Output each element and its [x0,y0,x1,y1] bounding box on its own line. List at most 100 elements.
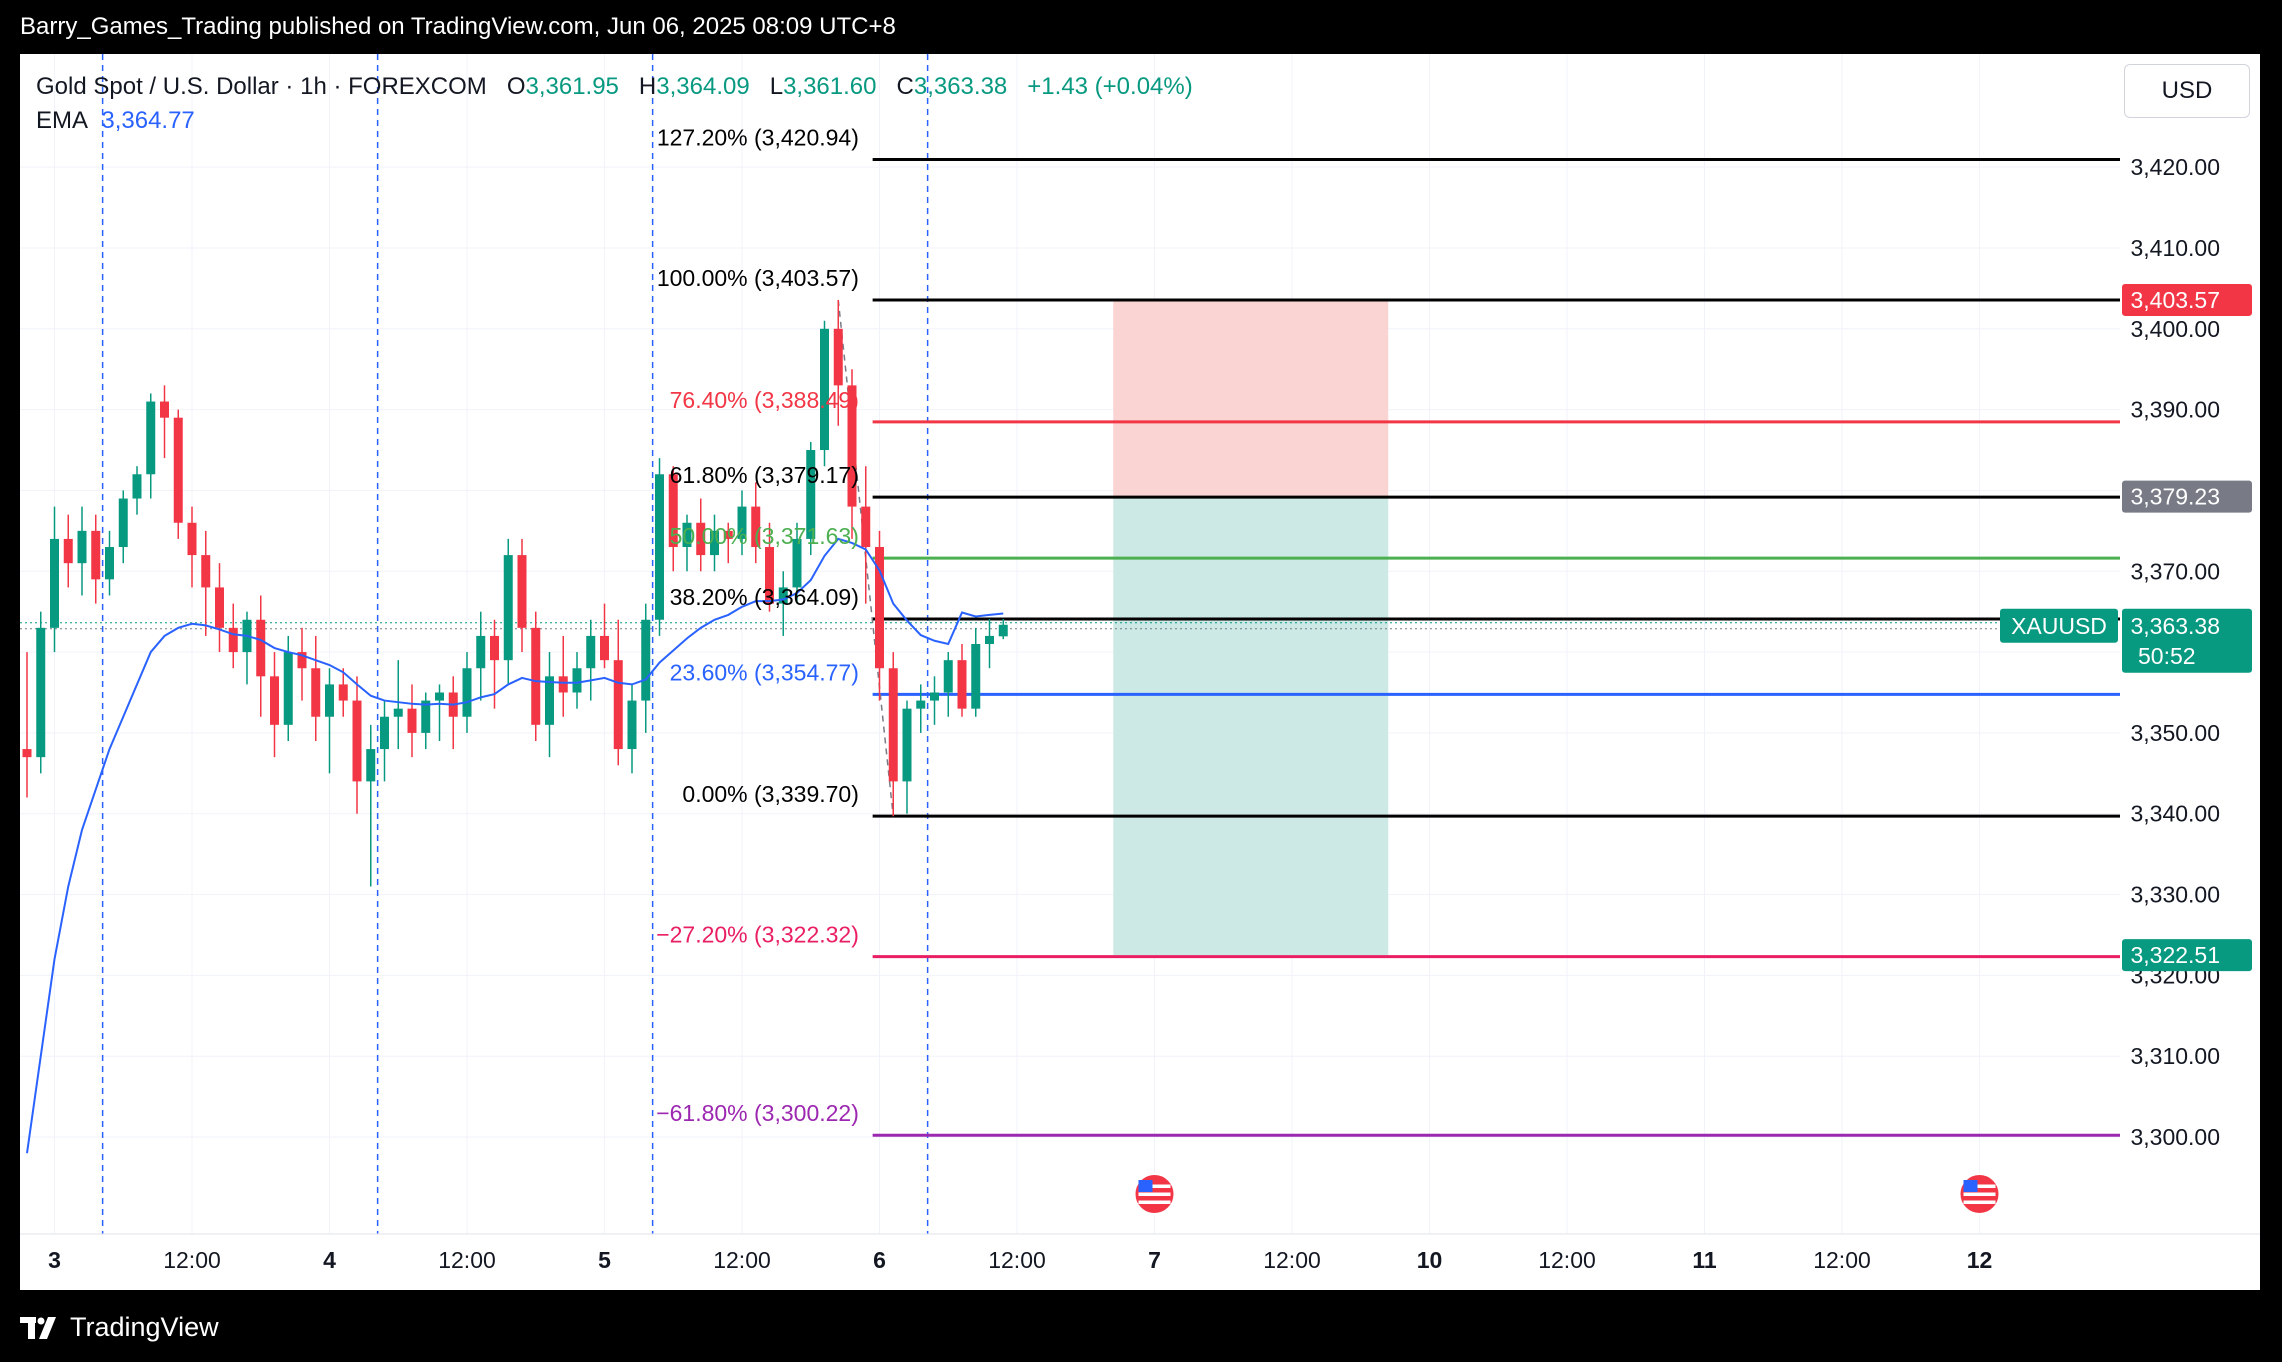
candle-body [283,652,293,725]
time-tick-label: 10 [1417,1247,1443,1273]
candle [545,652,554,758]
candle-body [380,716,389,750]
candle [36,611,46,774]
candle-body [627,700,637,750]
candle [448,676,458,750]
chart-frame[interactable]: Gold Spot / U.S. Dollar · 1h · FOREXCOM … [20,54,2260,1290]
candle [517,538,527,653]
publisher-header: Barry_Games_Trading published on Trading… [0,0,2282,54]
candle-body [875,547,884,669]
candle [820,320,829,467]
symbol-line[interactable]: Gold Spot / U.S. Dollar · 1h · FOREXCOM [36,73,487,100]
low-value: 3,361.60 [783,73,877,100]
candle-body [847,385,857,507]
candle-body [407,708,417,733]
candle-body [256,619,266,677]
candle [710,514,719,572]
candle [531,611,541,741]
badge-bg [2122,283,2252,316]
close-value: 3,363.38 [913,73,1008,100]
candle-body [710,530,719,556]
candle [91,514,101,604]
candle [22,652,32,798]
candle-body [641,619,651,701]
candle [641,603,651,733]
candle [407,684,417,758]
candle [806,441,816,556]
candle [297,627,307,701]
candle [985,619,994,669]
change-value: +1.43 (+0.04%) [1027,73,1193,100]
candle-body [861,506,871,548]
candle-body [613,660,623,750]
candle-body [765,547,774,604]
candle-body [558,676,568,693]
price-badge: 3,322.51 [2122,939,2252,972]
candle [998,619,1008,640]
last-price-badge: XAUUSD 3,363.38 50:52 [2000,608,2252,673]
ohlc-row: Gold Spot / U.S. Dollar · 1h · FOREXCOM … [36,70,1193,104]
flag-stripe [1138,1184,1171,1188]
currency-selector[interactable]: USD [2124,64,2250,118]
candle [325,668,334,774]
ema-row[interactable]: EMA 3,364.77 [36,104,1193,138]
last-price-text: 3,363.38 [2130,613,2220,639]
bar-countdown: 50:52 [2138,643,2196,669]
fib-level-label: 0.00% (3,339.70) [682,781,858,807]
time-tick-label: 12:00 [1813,1247,1871,1273]
candle-body [902,708,912,782]
candle [875,530,884,701]
candle-body [655,474,664,620]
candle [696,498,706,572]
candle-body [943,660,953,693]
badge-text: 3,403.57 [2130,287,2220,313]
tradingview-logo[interactable]: TradingView [20,1312,219,1343]
candle [366,724,376,887]
flag-stripe [1963,1200,1996,1204]
candle-body [833,328,843,386]
publisher-line: Barry_Games_Trading published on Trading… [20,13,896,40]
candle [215,563,224,653]
ema-line [26,537,1004,1154]
candle [888,652,898,817]
candle-body [600,635,609,661]
stop-loss-zone [1113,299,1389,497]
time-tick-label: 12:00 [438,1247,496,1273]
candle-body [682,522,692,548]
candle-body [77,530,87,564]
fib-level-label: 100.00% (3,403.57) [657,265,859,291]
symbol-badge-bg [2000,608,2118,643]
fib-level-label: 50.00% (3,371.63) [670,523,859,549]
candle [256,595,266,717]
candle [462,652,472,733]
candle [380,700,389,782]
candle [77,506,87,596]
candle-body [957,660,967,709]
candle-body [503,555,513,661]
candle-body [118,498,128,548]
candle-body [421,700,431,733]
candle [902,700,912,814]
price-tick-label: 3,310.00 [2130,1043,2220,1069]
candle-body [338,684,348,701]
candle-body [146,401,156,475]
candle [270,652,279,758]
candle-body [916,700,926,709]
open-value: 3,361.95 [525,73,619,100]
candle-body [228,627,238,653]
candle-body [985,635,994,644]
candle-body [476,635,486,669]
candle-body [160,401,169,418]
high-value: 3,364.09 [656,73,750,100]
fib-level-label: −27.20% (3,322.32) [656,922,859,948]
badge-bg [2122,480,2252,513]
candle-body [311,668,321,717]
fib-trend-line [837,299,894,817]
fib-level-label: 127.20% (3,420.94) [657,125,859,151]
candle [847,369,857,539]
price-chart[interactable]: 127.20% (3,420.94) 100.00% (3,403.57) 76.4… [20,54,2260,1290]
ema-label: EMA [36,107,89,134]
candle-body [201,555,211,588]
ema-value: 3,364.77 [101,107,195,134]
candle [957,644,967,717]
